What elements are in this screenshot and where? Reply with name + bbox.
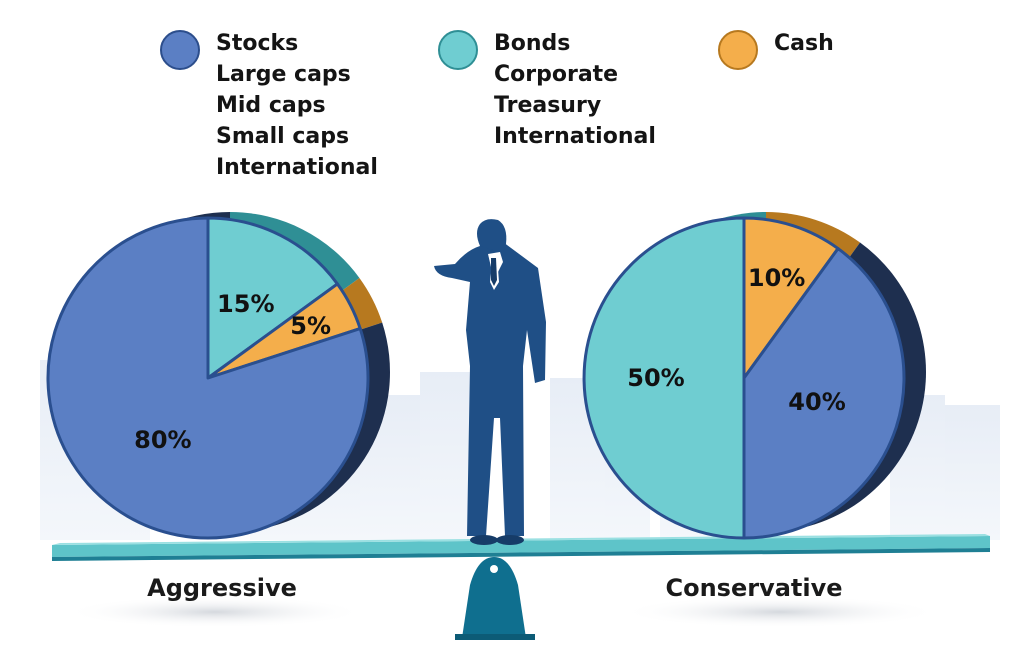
fulcrum-pivot <box>490 565 498 573</box>
legend-bonds-sub-2: Treasury <box>494 93 602 118</box>
legend-stocks-sub-2: Mid caps <box>216 93 326 118</box>
aggressive-pie <box>46 212 391 540</box>
man-silhouette <box>434 219 546 545</box>
legend-stocks-sub-4: International <box>216 155 378 180</box>
legend-stocks-name: Stocks <box>216 31 299 56</box>
legend-stocks-sub-3: Small caps <box>216 124 350 149</box>
aggressive-title: Aggressive <box>147 574 297 602</box>
legend-stocks-sub-1: Large caps <box>216 62 351 87</box>
stocks-swatch <box>160 30 200 70</box>
conservative-cash-label: 10% <box>747 263 806 292</box>
aggressive-cash-label: 5% <box>290 311 332 340</box>
cash-swatch <box>718 30 758 70</box>
legend-bonds-name: Bonds <box>494 31 571 56</box>
fulcrum-base <box>455 634 535 640</box>
pie-1-slice-stocks <box>742 247 906 540</box>
seesaw-beam-edge <box>52 548 990 561</box>
pie-0-slice-stocks <box>46 216 370 540</box>
seesaw-beam <box>52 536 990 557</box>
legend-bonds-sub-1: Corporate <box>494 62 619 87</box>
conservative-pie <box>582 212 926 540</box>
bonds-legend-text: Bonds Corporate Treasury International <box>494 28 656 152</box>
pie-1-slice-bonds <box>582 216 746 540</box>
pie-0-slice-bonds <box>206 216 339 380</box>
left-ground-shadow <box>65 596 365 628</box>
conservative-title: Conservative <box>665 574 843 602</box>
aggressive-stocks-label: 80% <box>134 426 192 455</box>
stocks-legend-text: Stocks Large caps Mid caps Small caps In… <box>216 28 378 183</box>
legend-cash-name: Cash <box>774 31 834 56</box>
bonds-swatch <box>438 30 478 70</box>
seesaw-fulcrum <box>462 557 526 638</box>
pie-1-slice-cash <box>742 216 840 380</box>
right-ground-shadow <box>620 596 940 628</box>
legend-bonds-sub-3: International <box>494 124 656 149</box>
conservative-bonds-label: 50% <box>627 364 685 392</box>
aggressive-bonds-label: 15% <box>217 289 275 318</box>
cash-legend-text: Cash <box>774 28 834 59</box>
conservative-stocks-label: 40% <box>788 387 846 416</box>
